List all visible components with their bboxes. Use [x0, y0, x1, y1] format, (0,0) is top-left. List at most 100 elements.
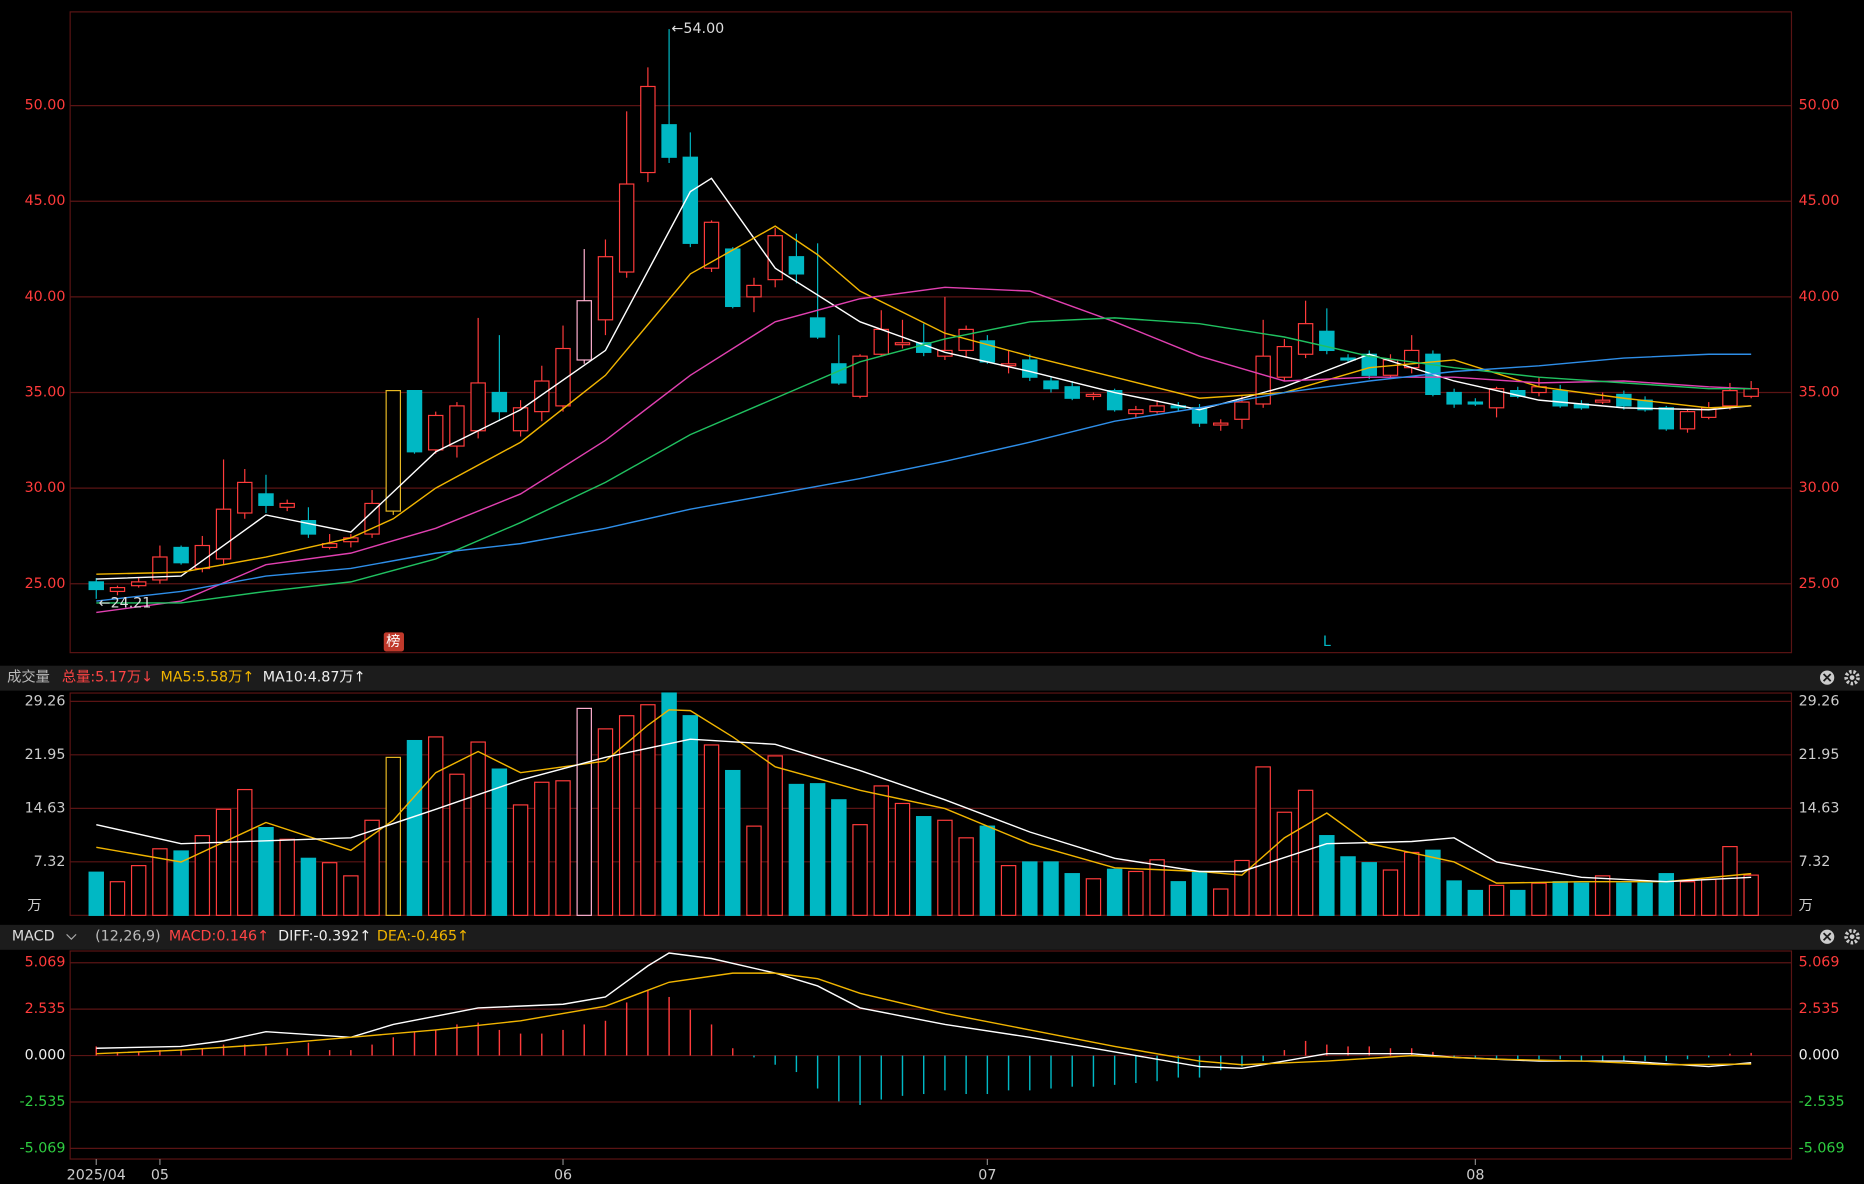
y-tick-label-right: 2.535 — [1799, 1001, 1840, 1017]
candle-body — [1022, 359, 1038, 378]
candle-body — [873, 328, 889, 355]
volume-bar — [831, 799, 847, 916]
volume-bar — [449, 773, 465, 916]
indicator-line — [96, 317, 1752, 604]
volume-bar — [1149, 859, 1165, 916]
candle-body — [385, 389, 402, 512]
volume-bar — [1425, 849, 1441, 916]
candle-body — [852, 355, 868, 397]
indicator-line — [96, 738, 1752, 883]
candle-body — [1043, 380, 1059, 390]
candle-body — [427, 414, 444, 451]
candle-body — [534, 380, 550, 413]
volume-bar — [1488, 884, 1505, 916]
candle-body — [767, 235, 783, 281]
macd-header-name[interactable]: MACD — [12, 929, 55, 945]
indicator-line — [96, 353, 1752, 602]
y-tick-label: 40.00 — [25, 289, 66, 305]
volume-bar — [173, 850, 189, 916]
volume-header-total: 总量:5.17万↓ — [62, 669, 153, 686]
macd-close-button[interactable] — [1820, 929, 1835, 944]
tag-label: L — [1323, 634, 1331, 650]
volume-bar — [1679, 881, 1696, 916]
macd-settings-button[interactable] — [1844, 929, 1860, 945]
volume-bar — [279, 838, 295, 916]
volume-bar — [88, 871, 104, 916]
volume-bar — [237, 788, 253, 916]
volume-bar — [1382, 869, 1399, 916]
y-tick-label-right: 35.00 — [1799, 385, 1840, 401]
indicator-line — [96, 952, 1752, 1070]
volume-bar — [894, 802, 911, 916]
y-tick-label-right: -5.069 — [1799, 1140, 1845, 1156]
x-tick-label: 06 — [554, 1168, 572, 1184]
y-tick-label: 25.00 — [25, 576, 66, 592]
volume-bar — [385, 756, 402, 916]
volume-bar — [852, 824, 868, 916]
candle-body — [640, 85, 656, 174]
y-tick-label-right: 25.00 — [1799, 576, 1840, 592]
volume-close-button[interactable] — [1820, 670, 1835, 685]
volume-bar — [1700, 878, 1717, 916]
candle-body — [1679, 411, 1696, 430]
y-tick-label-right: 45.00 — [1799, 193, 1840, 209]
x-tick-label: 08 — [1466, 1168, 1484, 1184]
volume-bar — [1234, 859, 1250, 916]
y-tick-label: -2.535 — [19, 1094, 65, 1110]
candle-body — [682, 156, 699, 244]
y-tick-label-right: 7.32 — [1799, 854, 1831, 870]
candle-body — [406, 389, 423, 453]
candle-body — [258, 493, 274, 506]
volume-bar — [1255, 766, 1271, 916]
candle-body — [597, 256, 614, 321]
candle-body — [809, 317, 826, 338]
candle-body — [1106, 389, 1123, 411]
candle-body — [1743, 388, 1759, 397]
volume-bar — [1594, 875, 1611, 916]
volume-bar — [1000, 865, 1017, 916]
y-tick-label-right: 14.63 — [1799, 800, 1840, 816]
price-annotation: ←54.00 — [671, 21, 724, 37]
y-tick-label-right: 0.000 — [1799, 1048, 1840, 1064]
macd-header-macd: MACD:0.146↑ — [169, 929, 269, 945]
volume-settings-button[interactable] — [1844, 669, 1860, 686]
volume-bar — [1191, 870, 1208, 916]
y-tick-label: 45.00 — [25, 193, 66, 209]
volume-bar — [300, 857, 317, 916]
volume-bar — [767, 755, 783, 916]
volume-bar — [1573, 882, 1590, 916]
indicator-line — [96, 709, 1752, 884]
volume-bar — [215, 808, 232, 916]
candle-body — [1467, 401, 1484, 405]
volume-bar — [1340, 856, 1356, 916]
candle-body — [1128, 409, 1144, 415]
volume-bar — [682, 715, 699, 916]
volume-bar — [1616, 882, 1632, 916]
macd-header-params: (12,26,9) — [95, 929, 161, 945]
candle-body — [1149, 405, 1165, 413]
volume-bar — [788, 783, 805, 916]
volume-header-bar — [0, 665, 1864, 691]
candle-body — [1594, 399, 1611, 403]
price-annotation: ←24.21 — [99, 596, 152, 612]
volume-bar — [576, 707, 592, 916]
volume-bar — [343, 875, 359, 916]
candle-body — [894, 342, 911, 346]
candle-body — [1403, 349, 1420, 369]
y-tick-label: 29.26 — [25, 693, 66, 709]
volume-bar — [1319, 835, 1335, 916]
macd-header-bar — [0, 924, 1864, 950]
volume-bar — [470, 741, 486, 916]
candle-body — [173, 546, 189, 564]
y-tick-label: 14.63 — [25, 800, 66, 816]
candle-body — [1552, 389, 1568, 407]
candle-body — [661, 124, 677, 158]
y-tick-label-right: -2.535 — [1799, 1094, 1845, 1110]
volume-bar — [491, 768, 508, 916]
dropdown-chevron[interactable] — [66, 933, 77, 940]
candle-body — [703, 221, 720, 269]
candle-body — [1297, 323, 1314, 355]
y-tick-label: 5.069 — [25, 955, 66, 971]
